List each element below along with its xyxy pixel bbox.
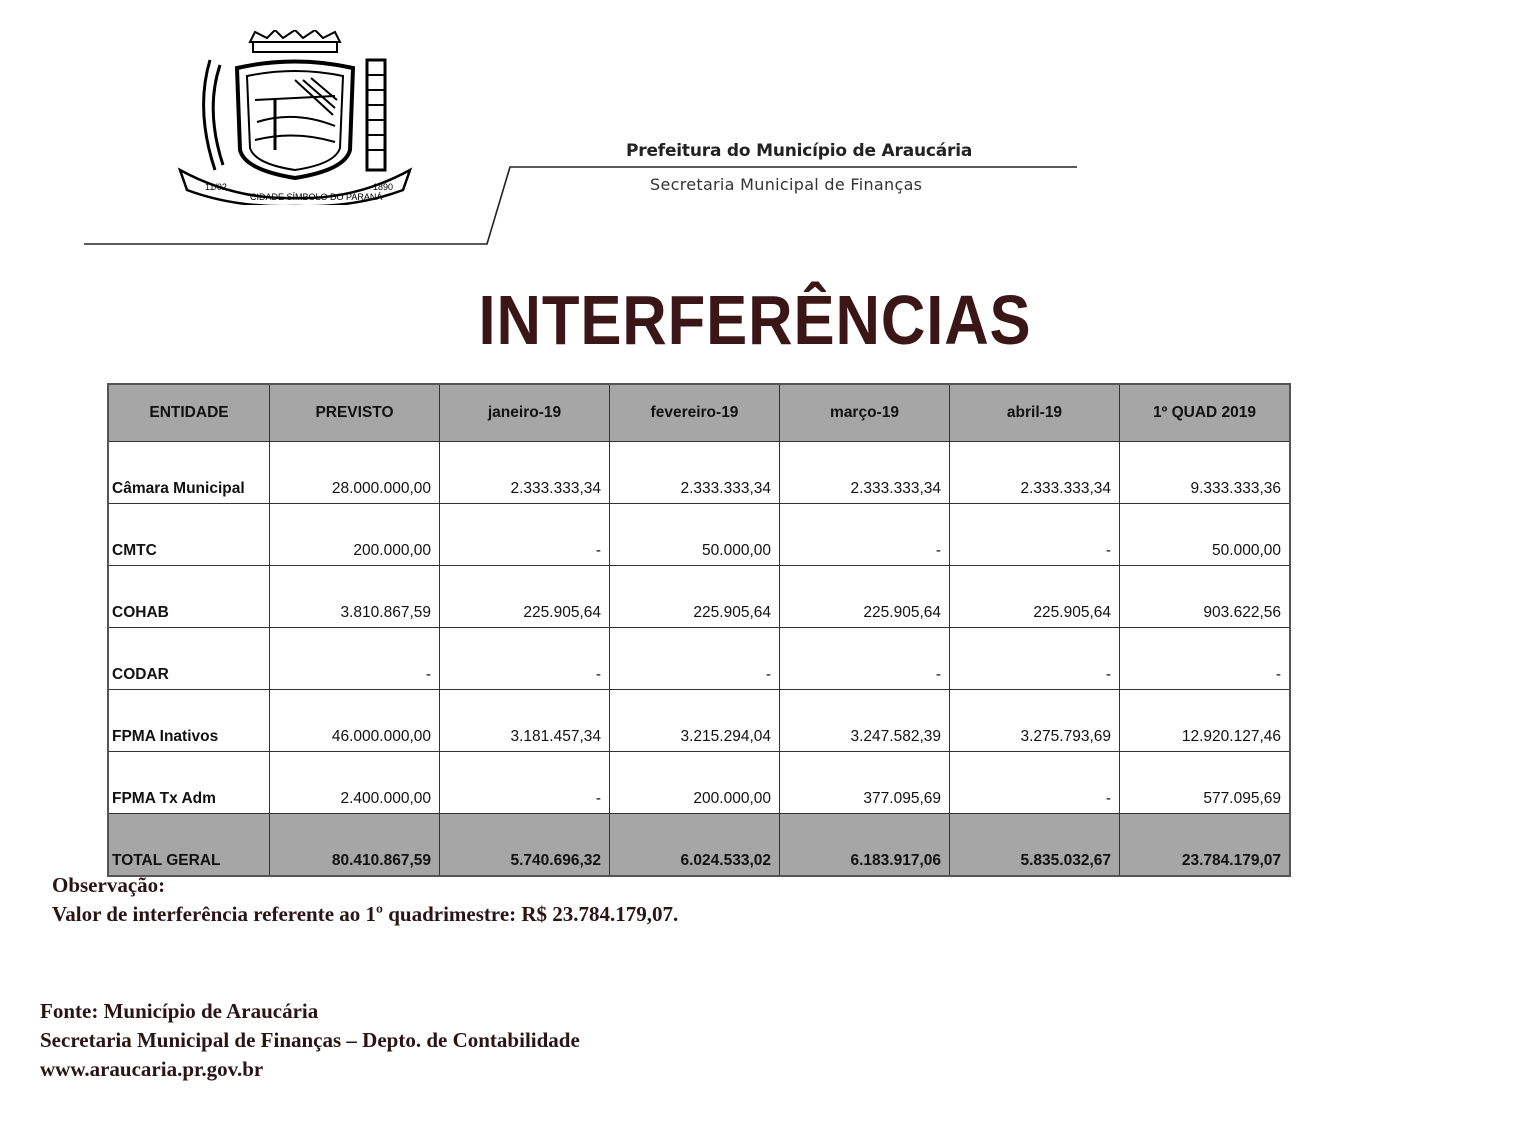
observation-label: Observação: xyxy=(52,873,166,897)
source-block: Fonte: Município de Araucária Secretaria… xyxy=(40,997,580,1084)
value-cell: 50.000,00 xyxy=(609,503,780,566)
total-row: TOTAL GERAL 80.410.867,59 5.740.696,32 6.02… xyxy=(107,813,1291,877)
value-cell: - xyxy=(779,627,950,690)
interferences-table: ENTIDADE PREVISTO janeiro-19 fevereiro-1… xyxy=(107,383,1291,877)
entity-cell: COHAB xyxy=(107,565,270,628)
page-title: INTERFERÊNCIAS xyxy=(478,281,1032,359)
entity-cell: CODAR xyxy=(107,627,270,690)
value-cell: 6.183.917,06 xyxy=(779,813,950,877)
entity-cell: TOTAL GERAL xyxy=(107,813,270,877)
value-cell: 9.333.333,36 xyxy=(1119,441,1291,504)
value-cell: 28.000.000,00 xyxy=(269,441,440,504)
value-cell: - xyxy=(269,627,440,690)
svg-text:11/02: 11/02 xyxy=(205,182,227,192)
organization-name: Prefeitura do Município de Araucária xyxy=(626,141,973,161)
department-name: Secretaria Municipal de Finanças xyxy=(650,175,923,194)
value-cell: 225.905,64 xyxy=(949,565,1120,628)
column-header: março-19 xyxy=(779,383,950,442)
observation-block: Observação: Valor de interferência refer… xyxy=(52,871,678,929)
value-cell: - xyxy=(439,503,610,566)
value-cell: 225.905,64 xyxy=(609,565,780,628)
value-cell: 5.740.696,32 xyxy=(439,813,610,877)
value-cell: 3.215.294,04 xyxy=(609,689,780,752)
value-cell: 6.024.533,02 xyxy=(609,813,780,877)
value-cell: 3.247.582,39 xyxy=(779,689,950,752)
source-website-link[interactable]: www.araucaria.pr.gov.br xyxy=(40,1057,264,1081)
table-row: COHAB 3.810.867,59 225.905,64 225.905,64 225… xyxy=(107,565,1291,628)
value-cell: - xyxy=(439,751,610,814)
value-cell: 2.400.000,00 xyxy=(269,751,440,814)
value-cell: 225.905,64 xyxy=(779,565,950,628)
value-cell: 46.000.000,00 xyxy=(269,689,440,752)
value-cell: - xyxy=(949,503,1120,566)
table-header-row: ENTIDADE PREVISTO janeiro-19 fevereiro-1… xyxy=(107,383,1291,442)
svg-text:1890: 1890 xyxy=(373,182,393,192)
value-cell: 3.275.793,69 xyxy=(949,689,1120,752)
svg-text:CIDADE SÍMBOLO DO PARANÁ: CIDADE SÍMBOLO DO PARANÁ xyxy=(250,192,382,202)
value-cell: 2.333.333,34 xyxy=(439,441,610,504)
table-row: CMTC 200.000,00-50.000,00- -50.000,00 xyxy=(107,503,1291,566)
column-header: janeiro-19 xyxy=(439,383,610,442)
table-row: FPMA Tx Adm 2.400.000,00-200.000,00 377.09… xyxy=(107,751,1291,814)
entity-cell: FPMA Inativos xyxy=(107,689,270,752)
value-cell: 200.000,00 xyxy=(269,503,440,566)
column-header: fevereiro-19 xyxy=(609,383,780,442)
column-header: abril-19 xyxy=(949,383,1120,442)
value-cell: 903.622,56 xyxy=(1119,565,1291,628)
value-cell: 3.181.457,34 xyxy=(439,689,610,752)
source-line: Fonte: Município de Araucária xyxy=(40,999,319,1023)
header-divider-lines xyxy=(84,166,1077,245)
entity-cell: CMTC xyxy=(107,503,270,566)
value-cell: 377.095,69 xyxy=(779,751,950,814)
value-cell: 3.810.867,59 xyxy=(269,565,440,628)
value-cell: - xyxy=(439,627,610,690)
value-cell: 577.095,69 xyxy=(1119,751,1291,814)
value-cell: 200.000,00 xyxy=(609,751,780,814)
value-cell: 5.835.032,67 xyxy=(949,813,1120,877)
coat-of-arms-logo: 11/02 CIDADE SÍMBOLO DO PARANÁ 1890 xyxy=(177,30,413,205)
table-row: Câmara Municipal 28.000.000,00 2.333.333,3… xyxy=(107,441,1291,504)
table-row: CODAR - - - - - - xyxy=(107,627,1291,690)
value-cell: - xyxy=(949,751,1120,814)
value-cell: 80.410.867,59 xyxy=(269,813,440,877)
value-cell: - xyxy=(779,503,950,566)
value-cell: 2.333.333,34 xyxy=(949,441,1120,504)
column-header: PREVISTO xyxy=(269,383,440,442)
observation-text: Valor de interferência referente ao 1º q… xyxy=(52,902,679,926)
entity-cell: FPMA Tx Adm xyxy=(107,751,270,814)
value-cell: - xyxy=(949,627,1120,690)
value-cell: - xyxy=(1119,627,1291,690)
value-cell: 2.333.333,34 xyxy=(779,441,950,504)
value-cell: - xyxy=(609,627,780,690)
value-cell: 2.333.333,34 xyxy=(609,441,780,504)
value-cell: 23.784.179,07 xyxy=(1119,813,1291,877)
value-cell: 225.905,64 xyxy=(439,565,610,628)
column-header: ENTIDADE xyxy=(107,383,270,442)
source-line: Secretaria Municipal de Finanças – Depto… xyxy=(40,1028,580,1052)
value-cell: 50.000,00 xyxy=(1119,503,1291,566)
value-cell: 12.920.127,46 xyxy=(1119,689,1291,752)
entity-cell: Câmara Municipal xyxy=(107,441,270,504)
table-row: FPMA Inativos 46.000.000,00 3.181.457,34 3.… xyxy=(107,689,1291,752)
column-header: 1º QUAD 2019 xyxy=(1119,383,1291,442)
